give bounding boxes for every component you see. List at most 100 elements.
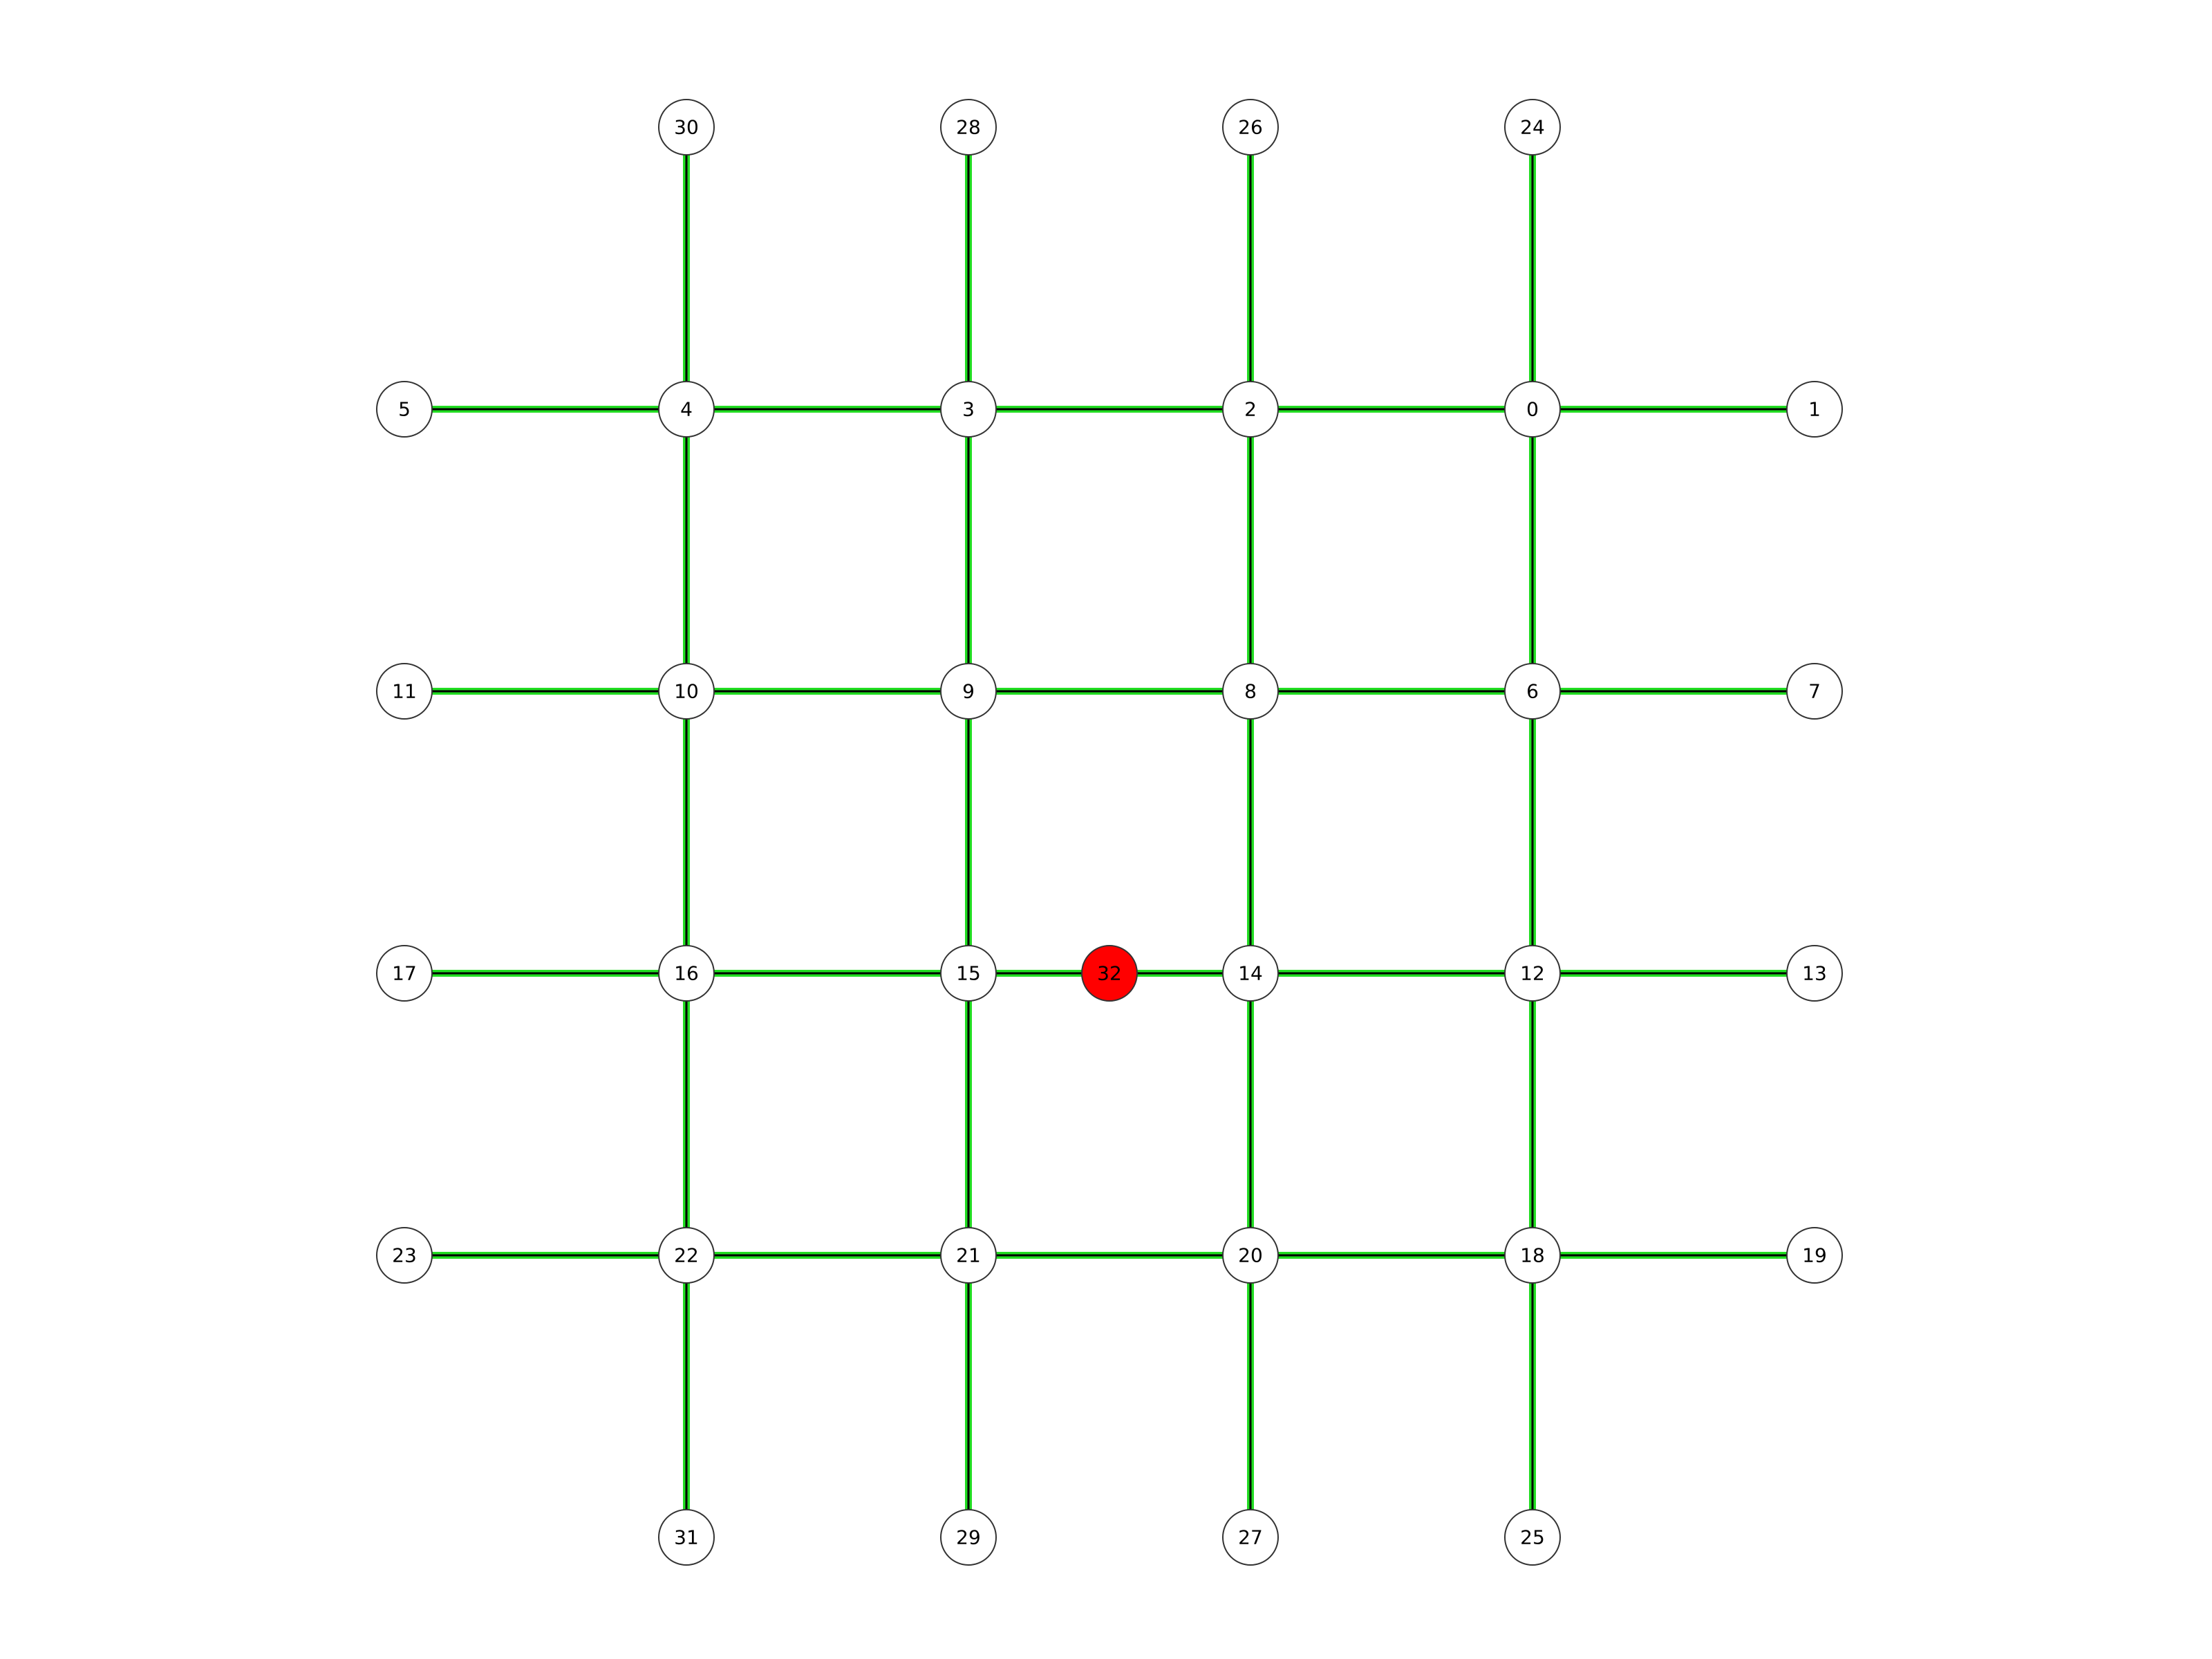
node-label: 9 [962,680,975,703]
node-25: 25 [1504,1509,1561,1566]
node-11: 11 [376,663,433,720]
node-circle [1504,663,1561,720]
node-32: 32 [1081,945,1138,1002]
node-16: 16 [658,945,715,1002]
node-circle [1786,381,1843,438]
node-18: 18 [1504,1227,1561,1284]
node-label: 13 [1802,962,1827,985]
node-circle [1786,663,1843,720]
node-circle [940,1509,997,1566]
node-5: 5 [376,381,433,438]
node-circle [940,663,997,720]
node-label: 4 [680,398,693,421]
node-label: 32 [1097,962,1122,985]
node-label: 14 [1238,962,1263,985]
node-circle [940,945,997,1002]
node-circle [1504,99,1561,156]
node-circle [1222,1227,1279,1284]
node-circle [658,1509,715,1566]
node-circle [1504,945,1561,1002]
node-label: 15 [956,962,981,985]
node-21: 21 [940,1227,997,1284]
node-label: 0 [1526,398,1539,421]
node-29: 29 [940,1509,997,1566]
node-10: 10 [658,663,715,720]
node-circle [1222,99,1279,156]
node-15: 15 [940,945,997,1002]
node-circle [1222,945,1279,1002]
node-7: 7 [1786,663,1843,720]
node-9: 9 [940,663,997,720]
node-17: 17 [376,945,433,1002]
node-3: 3 [940,381,997,438]
node-23: 23 [376,1227,433,1284]
node-circle [940,381,997,438]
node-circle [1222,663,1279,720]
node-label: 3 [962,398,975,421]
node-label: 28 [956,116,981,139]
edges-layer [404,127,1815,1537]
node-circle [940,1227,997,1284]
node-label: 31 [674,1526,699,1549]
node-2: 2 [1222,381,1279,438]
node-label: 22 [674,1244,699,1267]
node-label: 21 [956,1244,981,1267]
node-label: 17 [392,962,417,985]
node-circle [940,99,997,156]
node-circle [658,1227,715,1284]
node-label: 27 [1238,1526,1263,1549]
node-label: 29 [956,1526,981,1549]
node-circle [376,381,433,438]
node-label: 19 [1802,1244,1827,1267]
node-circle [658,945,715,1002]
node-12: 12 [1504,945,1561,1002]
node-1: 1 [1786,381,1843,438]
node-22: 22 [658,1227,715,1284]
node-27: 27 [1222,1509,1279,1566]
node-label: 1 [1808,398,1821,421]
node-label: 30 [674,116,699,139]
node-4: 4 [658,381,715,438]
node-14: 14 [1222,945,1279,1002]
node-label: 6 [1526,680,1539,703]
node-circle [1786,1227,1843,1284]
node-30: 30 [658,99,715,156]
node-label: 7 [1808,680,1821,703]
node-circle [1504,381,1561,438]
node-label: 12 [1520,962,1545,985]
node-circle [658,663,715,720]
node-circle [376,663,433,720]
node-28: 28 [940,99,997,156]
node-8: 8 [1222,663,1279,720]
node-label: 8 [1244,680,1257,703]
node-circle [1504,1509,1561,1566]
node-0: 0 [1504,381,1561,438]
node-label: 24 [1520,116,1545,139]
node-circle [1222,1509,1279,1566]
node-label: 25 [1520,1526,1545,1549]
node-label: 11 [392,680,417,703]
node-label: 5 [398,398,411,421]
node-circle [376,945,433,1002]
node-6: 6 [1504,663,1561,720]
node-circle [1786,945,1843,1002]
node-circle [376,1227,433,1284]
node-26: 26 [1222,99,1279,156]
node-label: 26 [1238,116,1263,139]
node-20: 20 [1222,1227,1279,1284]
highlighted-node-circle [1081,945,1138,1002]
node-circle [658,99,715,156]
node-label: 18 [1520,1244,1545,1267]
node-circle [1222,381,1279,438]
node-label: 10 [674,680,699,703]
node-24: 24 [1504,99,1561,156]
node-label: 16 [674,962,699,985]
node-label: 2 [1244,398,1257,421]
node-13: 13 [1786,945,1843,1002]
node-label: 23 [392,1244,417,1267]
node-circle [1504,1227,1561,1284]
node-31: 31 [658,1509,715,1566]
